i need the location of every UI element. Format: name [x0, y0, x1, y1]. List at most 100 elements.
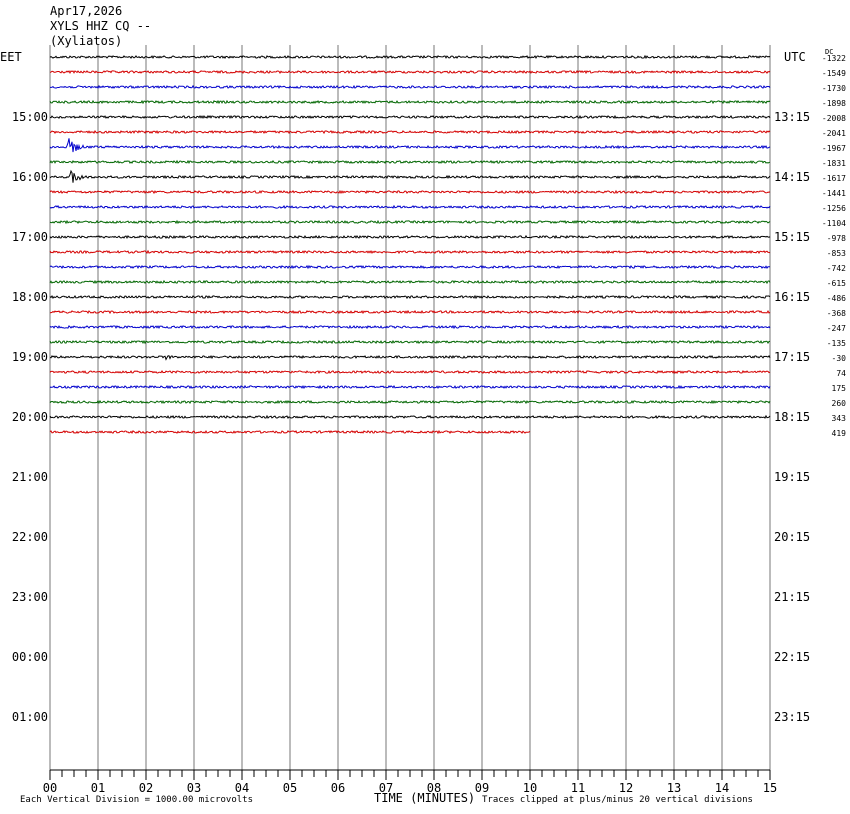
left-hour-label: 22:00 — [12, 530, 48, 544]
trace-offset-label: -1831 — [822, 159, 846, 168]
minute-gridlines — [49, 45, 771, 770]
x-tick-label-11: 11 — [571, 781, 585, 795]
x-tick-label-12: 12 — [619, 781, 633, 795]
trace-offset-label: -135 — [827, 339, 846, 348]
left-hour-label: 20:00 — [12, 410, 48, 424]
right-hour-label: 22:15 — [774, 650, 810, 664]
trace-line — [49, 249, 771, 255]
right-hour-label: 21:15 — [774, 590, 810, 604]
right-hour-label: 18:15 — [774, 410, 810, 424]
scale-note: Each Vertical Division = 1000.00 microvo… — [20, 795, 253, 805]
trace-offset-label: -1898 — [822, 99, 846, 108]
x-tick-label-01: 01 — [91, 781, 105, 795]
x-tick-label-03: 03 — [187, 781, 201, 795]
x-tick-label-00: 00 — [43, 781, 57, 795]
left-timezone-label: EET — [0, 50, 22, 64]
x-tick-label-08: 08 — [427, 781, 441, 795]
right-hour-label: 13:15 — [774, 110, 810, 124]
x-tick-label-05: 05 — [283, 781, 297, 795]
trace-line — [49, 309, 771, 315]
trace-line — [49, 99, 771, 105]
trace-offset-label: -30 — [832, 354, 847, 363]
right-hour-label: 14:15 — [774, 170, 810, 184]
trace-offset-label: -1441 — [822, 189, 846, 198]
trace-line — [49, 159, 771, 165]
left-hour-label: 16:00 — [12, 170, 48, 184]
trace-offset-label: -1104 — [822, 219, 846, 228]
x-tick-label-10: 10 — [523, 781, 537, 795]
trace-offset-label: 175 — [832, 384, 847, 393]
trace-line — [49, 279, 771, 285]
trace-line — [49, 354, 771, 361]
clip-note: Traces clipped at plus/minus 20 vertical… — [482, 795, 753, 805]
trace-offset-label: -486 — [827, 294, 846, 303]
trace-offset-label: -2008 — [822, 114, 846, 123]
right-hour-label: 15:15 — [774, 230, 810, 244]
trace-line — [49, 339, 771, 345]
trace-line — [49, 138, 771, 153]
trace-offset-label: 260 — [832, 399, 847, 408]
trace-offset-label: 343 — [832, 414, 847, 423]
left-hour-label: 18:00 — [12, 290, 48, 304]
trace-line — [49, 399, 771, 405]
x-tick-label-04: 04 — [235, 781, 249, 795]
x-tick-label-06: 06 — [331, 781, 345, 795]
x-tick-label-13: 13 — [667, 781, 681, 795]
header-station: XYLS HHZ CQ -- — [50, 19, 152, 33]
trace-offset-label: -615 — [827, 279, 846, 288]
trace-line — [49, 384, 771, 390]
trace-offset-label: 419 — [832, 429, 847, 438]
time-axis — [49, 769, 771, 780]
trace-line — [49, 324, 771, 330]
header-date: Apr17,2026 — [50, 4, 123, 18]
trace-line — [49, 114, 771, 120]
trace-offset-label: 74 — [836, 369, 846, 378]
trace-offset-label: -1967 — [822, 144, 846, 153]
trace-line — [49, 219, 771, 225]
trace-offset-label: -978 — [827, 234, 846, 243]
right-hour-label: 16:15 — [774, 290, 810, 304]
left-hour-label: 17:00 — [12, 230, 48, 244]
trace-offset-label: -1730 — [822, 84, 846, 93]
seismic-traces — [49, 54, 771, 435]
x-tick-label-14: 14 — [715, 781, 729, 795]
right-hour-label: 23:15 — [774, 710, 810, 724]
trace-offset-label: -853 — [827, 249, 846, 258]
trace-line — [49, 69, 771, 75]
x-axis-title: TIME (MINUTES) — [374, 791, 476, 805]
x-tick-label-07: 07 — [379, 781, 393, 795]
left-hour-label: 01:00 — [12, 710, 48, 724]
dc-label: DC — [825, 48, 834, 56]
trace-offset-label: -1256 — [822, 204, 846, 213]
x-tick-label-02: 02 — [139, 781, 153, 795]
trace-offset-label: -2041 — [822, 129, 846, 138]
trace-offset-label: -1549 — [822, 69, 846, 78]
trace-offset-label: -368 — [827, 309, 846, 318]
left-hour-label: 21:00 — [12, 470, 48, 484]
trace-line — [49, 414, 771, 420]
trace-offset-label: -742 — [827, 264, 846, 273]
trace-line — [49, 234, 771, 240]
left-hour-label: 23:00 — [12, 590, 48, 604]
left-hour-label: 00:00 — [12, 650, 48, 664]
right-timezone-label: UTC — [784, 50, 806, 64]
trace-line — [49, 264, 771, 270]
x-tick-label-09: 09 — [475, 781, 489, 795]
right-hour-label: 17:15 — [774, 350, 810, 364]
trace-line — [49, 369, 771, 375]
trace-offset-label: -1322 — [822, 54, 846, 63]
trace-line — [49, 169, 771, 183]
right-hour-label: 19:15 — [774, 470, 810, 484]
x-tick-label-15: 15 — [763, 781, 777, 795]
axis-labels: 00 01 02 03 04 05 06 07 08 09 10 11 12 13 14 15 15:00 16:… — [12, 54, 846, 795]
trace-line — [49, 429, 531, 435]
trace-line — [49, 54, 771, 60]
left-hour-label: 19:00 — [12, 350, 48, 364]
trace-line — [49, 204, 771, 210]
trace-line — [49, 294, 771, 300]
trace-offset-label: -1617 — [822, 174, 846, 183]
trace-line — [49, 129, 771, 135]
trace-line — [49, 84, 771, 90]
left-hour-label: 15:00 — [12, 110, 48, 124]
